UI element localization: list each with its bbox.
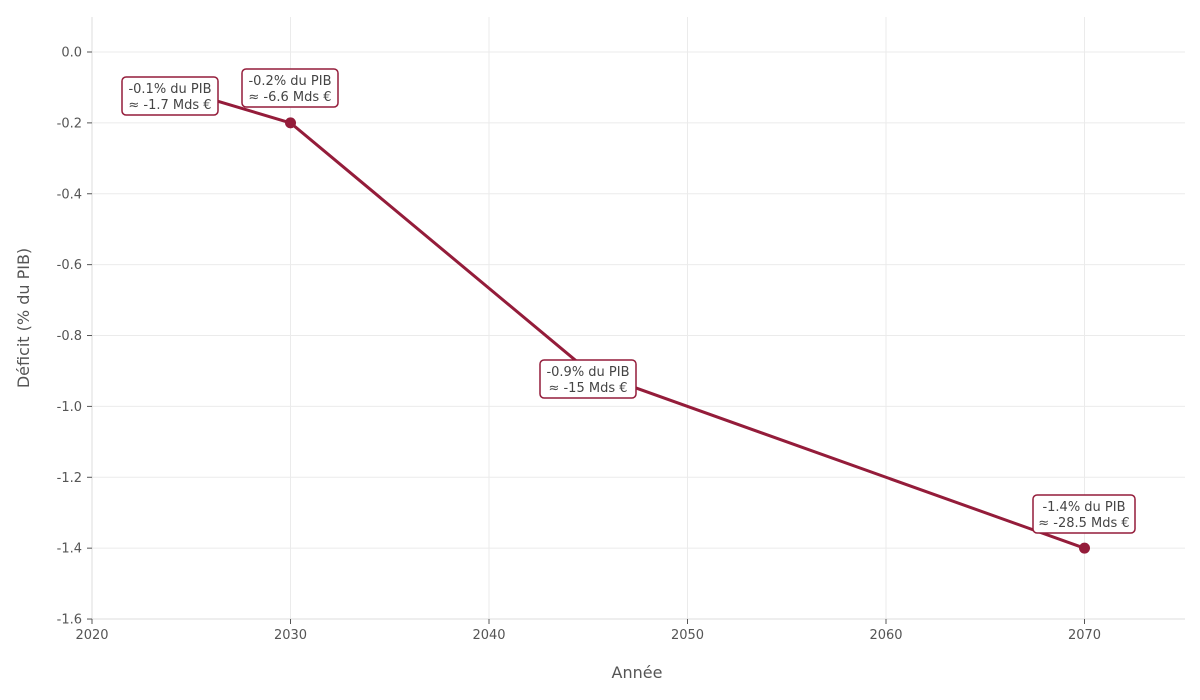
annotation-box [241,68,339,108]
x-axis-title: Année [612,663,663,682]
annotation-pct: -0.2% du PIB [248,74,331,89]
y-tick-label: -0.4 [57,187,82,202]
annotation-label: -0.9% du PIB≈ -15 Mds € [539,359,637,399]
annotation-label: -1.4% du PIB≈ -28.5 Mds € [1032,494,1136,534]
y-tick-label: -0.2 [57,116,82,131]
x-tick-label: 2060 [869,628,902,643]
annotation-box [1032,494,1136,534]
annotation-pct: -1.4% du PIB [1042,500,1125,515]
y-tick-label: -0.8 [57,329,82,344]
annotation-pct: -0.1% du PIB [128,82,211,97]
annotation-box [539,359,637,399]
annotation-amount: ≈ -1.7 Mds € [128,98,211,113]
annotation-label: -0.1% du PIB≈ -1.7 Mds € [121,76,219,116]
annotation-amount: ≈ -15 Mds € [548,381,627,396]
x-tick-label: 2030 [274,628,307,643]
x-tick-label: 2050 [671,628,704,643]
y-tick-label: -1.4 [57,542,82,557]
annotation-amount: ≈ -6.6 Mds € [248,90,331,105]
deficit-line [170,86,1086,550]
data-point-marker [1079,542,1090,554]
x-tick-label: 2040 [472,628,505,643]
data-point-marker [285,117,296,129]
annotations: -0.1% du PIB≈ -1.7 Mds € -0.2% du PIB≈ -6… [121,68,1136,534]
x-tick-label: 2020 [75,628,108,643]
data-series [165,81,1090,554]
annotation-pct: -0.9% du PIB [546,365,629,380]
y-tick-label: -1.6 [57,613,82,628]
y-tick-label: -1.2 [57,471,82,486]
annotation-box [121,76,219,116]
gridlines [91,17,1185,620]
y-axis-title: Déficit (% du PIB) [14,248,33,388]
annotation-amount: ≈ -28.5 Mds € [1038,516,1129,531]
annotation-label: -0.2% du PIB≈ -6.6 Mds € [241,68,339,108]
y-tick-label: 0.0 [61,46,82,61]
x-tick-label: 2070 [1068,628,1101,643]
y-tick-label: -0.6 [57,258,82,273]
y-tick-label: -1.0 [57,400,82,415]
